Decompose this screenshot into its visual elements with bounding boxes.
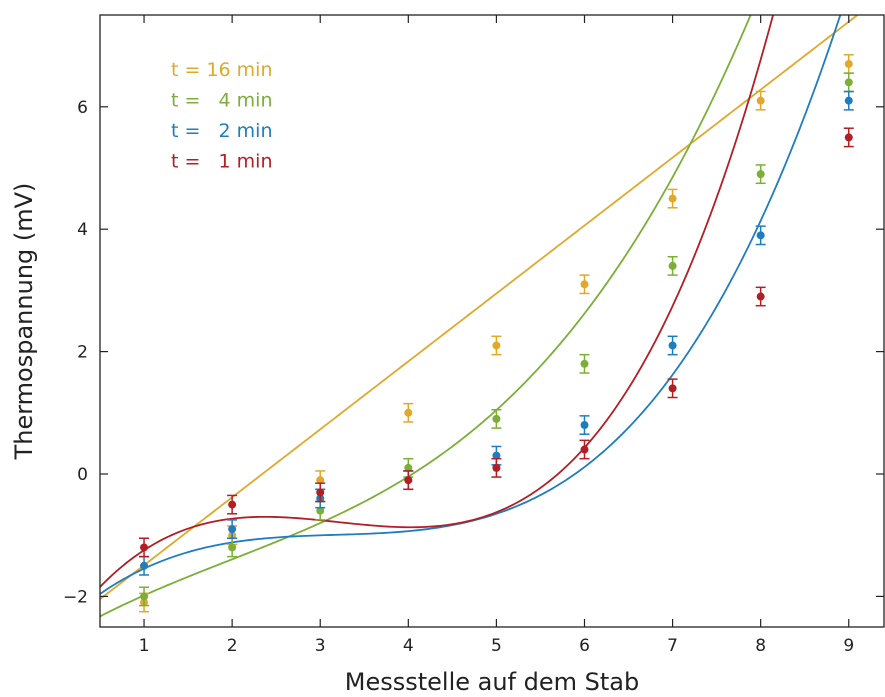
data-point (580, 359, 589, 368)
data-point (580, 280, 589, 289)
data-point (228, 500, 237, 509)
data-point (316, 476, 325, 485)
data-point (668, 341, 677, 350)
x-tick-label: 8 (755, 636, 766, 656)
y-tick-label: −2 (63, 587, 88, 607)
fit-line (100, 15, 842, 595)
fit-line (100, 15, 752, 618)
y-tick-label: 0 (77, 465, 88, 485)
data-point (844, 133, 853, 142)
data-point (844, 59, 853, 68)
fit-line (100, 15, 775, 588)
data-point (316, 506, 325, 515)
data-point (404, 476, 413, 485)
x-tick-label: 1 (139, 636, 150, 656)
data-point (492, 414, 501, 423)
legend: t = 16 min t = 4 min t = 2 min t = 1 min (171, 59, 273, 173)
data-point (756, 96, 765, 105)
plot-frame (99, 14, 885, 628)
x-tick-label: 7 (667, 636, 678, 656)
y-tick-label: 4 (77, 220, 88, 240)
fit-line (100, 15, 859, 600)
x-tick-label: 6 (579, 636, 590, 656)
data-point (580, 421, 589, 430)
y-tick-label: 6 (77, 98, 88, 118)
data-point (140, 543, 149, 552)
data-point (492, 451, 501, 460)
data-point (580, 445, 589, 454)
x-tick-label: 3 (315, 636, 326, 656)
legend-entry: t = 2 min (171, 120, 273, 142)
x-tick-label: 5 (491, 636, 502, 656)
data-point (228, 543, 237, 552)
data-point (404, 408, 413, 417)
data-point (492, 341, 501, 350)
axis-ticks: 1 2 3 4 5 6 7 8 9 −2 0 2 4 6 (63, 15, 884, 656)
data-point (844, 78, 853, 87)
data-point (668, 261, 677, 270)
data-point (492, 463, 501, 472)
x-tick-label: 4 (403, 636, 414, 656)
data-point (316, 488, 325, 497)
data-point (404, 463, 413, 472)
x-axis-label: Messstelle auf dem Stab (345, 668, 639, 696)
data-point (228, 525, 237, 534)
legend-entry: t = 4 min (171, 90, 273, 112)
data-point (140, 592, 149, 601)
y-tick-label: 2 (77, 343, 88, 363)
x-tick-label: 9 (843, 636, 854, 656)
data-points (139, 54, 854, 613)
y-axis-label: Thermospannung (mV) (10, 183, 38, 461)
data-point (756, 231, 765, 240)
data-point (668, 194, 677, 203)
data-point (756, 170, 765, 179)
data-point (140, 561, 149, 570)
data-point (668, 384, 677, 393)
x-tick-label: 2 (227, 636, 238, 656)
legend-entry: t = 1 min (171, 151, 273, 173)
fit-curves (100, 15, 859, 618)
data-point (756, 292, 765, 301)
data-point (844, 96, 853, 105)
legend-entry: t = 16 min (171, 59, 273, 81)
